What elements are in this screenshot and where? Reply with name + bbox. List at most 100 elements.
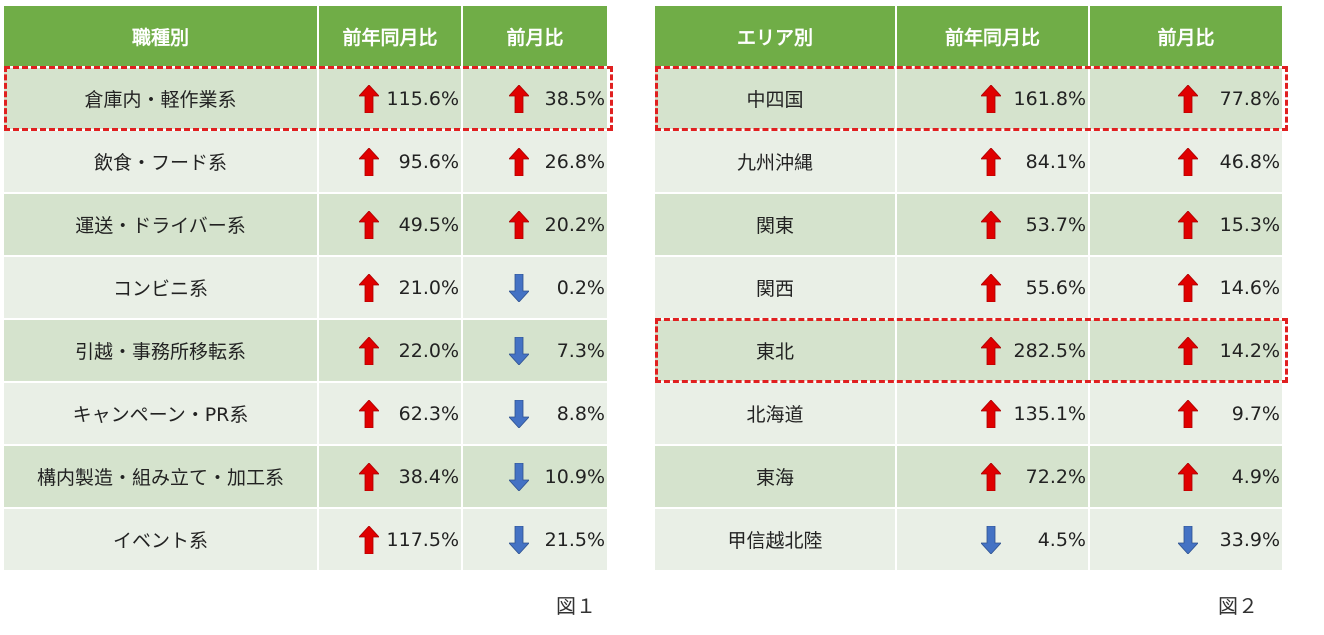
header-mom: 前月比 bbox=[1090, 6, 1282, 66]
mom-cell: 14.6% bbox=[1090, 257, 1282, 318]
arrow-up-icon bbox=[981, 84, 1001, 113]
row-label: 九州沖縄 bbox=[655, 131, 895, 192]
yoy-value: 72.2% bbox=[1025, 465, 1086, 488]
arrow-up-icon bbox=[1178, 273, 1198, 302]
table-row: キャンペーン・PR系 62.3% 8.8% bbox=[4, 383, 607, 444]
job-type-table: 職種別 前年同月比 前月比 倉庫内・軽作業系 115.6% 38.5% 飲食・フード系… bbox=[2, 4, 609, 572]
yoy-value: 62.3% bbox=[398, 402, 459, 425]
mom-cell: 20.2% bbox=[463, 194, 607, 255]
yoy-cell: 21.0% bbox=[319, 257, 461, 318]
row-label: 引越・事務所移転系 bbox=[4, 320, 317, 381]
row-label: 構内製造・組み立て・加工系 bbox=[4, 446, 317, 507]
yoy-value: 117.5% bbox=[386, 528, 459, 551]
mom-value: 7.3% bbox=[556, 339, 605, 362]
arrow-up-icon bbox=[1178, 147, 1198, 176]
mom-value: 21.5% bbox=[544, 528, 605, 551]
header-area: エリア別 bbox=[655, 6, 895, 66]
yoy-cell: 95.6% bbox=[319, 131, 461, 192]
row-label: 倉庫内・軽作業系 bbox=[4, 68, 317, 129]
mom-cell: 26.8% bbox=[463, 131, 607, 192]
mom-cell: 38.5% bbox=[463, 68, 607, 129]
mom-cell: 9.7% bbox=[1090, 383, 1282, 444]
table-row: 中四国 161.8% 77.8% bbox=[655, 68, 1282, 129]
row-label: 東北 bbox=[655, 320, 895, 381]
row-label: 運送・ドライバー系 bbox=[4, 194, 317, 255]
row-label: 甲信越北陸 bbox=[655, 509, 895, 570]
table-row: コンビニ系 21.0% 0.2% bbox=[4, 257, 607, 318]
row-label: 関西 bbox=[655, 257, 895, 318]
arrow-up-icon bbox=[1178, 462, 1198, 491]
arrow-down-icon bbox=[509, 525, 529, 554]
header-yoy: 前年同月比 bbox=[319, 6, 461, 66]
yoy-value: 95.6% bbox=[398, 150, 459, 173]
mom-value: 46.8% bbox=[1219, 150, 1280, 173]
table-row: 九州沖縄 84.1% 46.8% bbox=[655, 131, 1282, 192]
row-label: コンビニ系 bbox=[4, 257, 317, 318]
header-yoy: 前年同月比 bbox=[897, 6, 1088, 66]
mom-value: 10.9% bbox=[544, 465, 605, 488]
yoy-cell: 161.8% bbox=[897, 68, 1088, 129]
arrow-up-icon bbox=[359, 399, 379, 428]
arrow-down-icon bbox=[509, 336, 529, 365]
table-row: 関東 53.7% 15.3% bbox=[655, 194, 1282, 255]
table-row: 東北 282.5% 14.2% bbox=[655, 320, 1282, 381]
yoy-cell: 84.1% bbox=[897, 131, 1088, 192]
table-row: 飲食・フード系 95.6% 26.8% bbox=[4, 131, 607, 192]
mom-cell: 15.3% bbox=[1090, 194, 1282, 255]
yoy-cell: 49.5% bbox=[319, 194, 461, 255]
table-row: 北海道 135.1% 9.7% bbox=[655, 383, 1282, 444]
table-row: 倉庫内・軽作業系 115.6% 38.5% bbox=[4, 68, 607, 129]
arrow-up-icon bbox=[1178, 336, 1198, 365]
arrow-up-icon bbox=[1178, 399, 1198, 428]
arrow-up-icon bbox=[981, 210, 1001, 239]
mom-cell: 10.9% bbox=[463, 446, 607, 507]
figure-caption-1: 図１ bbox=[556, 594, 596, 618]
yoy-cell: 4.5% bbox=[897, 509, 1088, 570]
arrow-up-icon bbox=[1178, 84, 1198, 113]
table-row: 構内製造・組み立て・加工系 38.4% 10.9% bbox=[4, 446, 607, 507]
mom-value: 9.7% bbox=[1231, 402, 1280, 425]
row-label: キャンペーン・PR系 bbox=[4, 383, 317, 444]
arrow-up-icon bbox=[509, 147, 529, 176]
arrow-up-icon bbox=[981, 147, 1001, 176]
header-job-type: 職種別 bbox=[4, 6, 317, 66]
arrow-down-icon bbox=[509, 273, 529, 302]
yoy-cell: 72.2% bbox=[897, 446, 1088, 507]
arrow-up-icon bbox=[509, 84, 529, 113]
yoy-cell: 55.6% bbox=[897, 257, 1088, 318]
row-label: 北海道 bbox=[655, 383, 895, 444]
mom-value: 15.3% bbox=[1219, 213, 1280, 236]
figure-caption-2: 図２ bbox=[1218, 594, 1258, 618]
yoy-value: 84.1% bbox=[1025, 150, 1086, 173]
mom-value: 4.9% bbox=[1231, 465, 1280, 488]
arrow-up-icon bbox=[359, 525, 379, 554]
mom-value: 77.8% bbox=[1219, 87, 1280, 110]
row-label: イベント系 bbox=[4, 509, 317, 570]
yoy-value: 21.0% bbox=[398, 276, 459, 299]
mom-value: 14.6% bbox=[1219, 276, 1280, 299]
mom-cell: 7.3% bbox=[463, 320, 607, 381]
yoy-value: 161.8% bbox=[1013, 87, 1086, 110]
yoy-value: 282.5% bbox=[1013, 339, 1086, 362]
yoy-value: 115.6% bbox=[386, 87, 459, 110]
table-row: 運送・ドライバー系 49.5% 20.2% bbox=[4, 194, 607, 255]
arrow-up-icon bbox=[981, 273, 1001, 302]
arrow-up-icon bbox=[359, 210, 379, 239]
arrow-up-icon bbox=[359, 462, 379, 491]
arrow-down-icon bbox=[509, 462, 529, 491]
yoy-cell: 117.5% bbox=[319, 509, 461, 570]
mom-cell: 46.8% bbox=[1090, 131, 1282, 192]
mom-cell: 8.8% bbox=[463, 383, 607, 444]
mom-cell: 21.5% bbox=[463, 509, 607, 570]
yoy-value: 22.0% bbox=[398, 339, 459, 362]
mom-value: 0.2% bbox=[556, 276, 605, 299]
row-label: 飲食・フード系 bbox=[4, 131, 317, 192]
row-label: 中四国 bbox=[655, 68, 895, 129]
yoy-cell: 38.4% bbox=[319, 446, 461, 507]
mom-value: 33.9% bbox=[1219, 528, 1280, 551]
mom-cell: 14.2% bbox=[1090, 320, 1282, 381]
table-row: 関西 55.6% 14.6% bbox=[655, 257, 1282, 318]
yoy-value: 55.6% bbox=[1025, 276, 1086, 299]
yoy-value: 49.5% bbox=[398, 213, 459, 236]
header-mom: 前月比 bbox=[463, 6, 607, 66]
